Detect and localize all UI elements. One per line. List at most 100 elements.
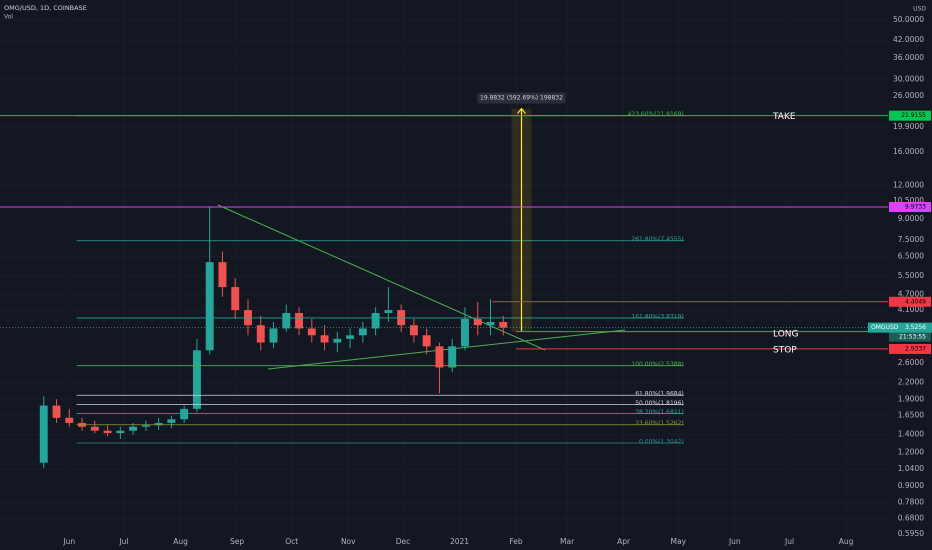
candle-body	[346, 335, 355, 339]
measure-arrowhead	[517, 107, 526, 115]
x-tick-label: Oct	[285, 537, 298, 546]
candle-body	[116, 430, 125, 434]
chart-title: OMG/USD, 1D, COINBASE	[4, 4, 87, 12]
candle-body	[65, 417, 74, 423]
y-tick-label: 10.5000	[893, 196, 924, 205]
price-label-bg	[889, 343, 931, 354]
current-price-value: 3.5256	[905, 324, 926, 331]
x-tick-label: Feb	[509, 537, 523, 546]
fib-label: 161.80%(3.8319)	[631, 313, 683, 320]
x-tick-label: Dec	[396, 537, 411, 546]
fib-label: 423.60%(21.9169)	[628, 111, 684, 118]
y-tick-label: 36.0000	[893, 53, 924, 62]
price-label: 9.9733	[905, 203, 926, 210]
candle-body	[371, 312, 380, 329]
candle-body	[218, 262, 227, 288]
y-tick-label: 0.7800	[898, 498, 924, 507]
fib-label: 50.00%(1.8196)	[635, 400, 684, 407]
unit-label: USD	[913, 6, 926, 13]
x-tick-label: Nov	[341, 537, 356, 546]
y-tick-label: 1.0400	[898, 464, 924, 473]
y-tick-label: 7.5000	[898, 235, 924, 244]
candle-body	[295, 312, 303, 329]
price-label-bg	[889, 201, 931, 212]
candle-body	[499, 322, 508, 328]
y-tick-label: 0.5950	[898, 529, 924, 538]
x-tick-label: Jun	[62, 537, 75, 546]
marks	[39, 207, 508, 469]
candle-body	[167, 419, 176, 423]
price-label-bg	[889, 296, 931, 307]
y-tick-label: 1.4000	[898, 430, 924, 439]
y-tick-label: 26.0000	[893, 91, 924, 100]
candle-body	[52, 405, 61, 418]
y-tick-label: 5.5000	[898, 271, 924, 280]
y-tick-label: 4.7000	[898, 289, 924, 298]
x-tick-label: Sep	[230, 537, 244, 546]
y-tick-label: 16.0000	[893, 147, 924, 156]
candle-body	[435, 346, 444, 368]
y-tick-label: 1.6500	[898, 411, 924, 420]
x-tick-label: May	[671, 537, 687, 546]
candle-body	[486, 322, 495, 326]
fib-label: 100.00%(2.5388)	[631, 361, 683, 368]
y-tick-label: 6.5000	[898, 252, 924, 261]
x-tick-label: Aug	[173, 537, 188, 546]
trendline	[267, 329, 626, 370]
candle-body	[409, 325, 418, 336]
candle-body	[384, 310, 393, 313]
x-tick-label: Aug	[839, 537, 854, 546]
candle-body	[90, 426, 99, 431]
candle-body	[448, 346, 457, 368]
y-tick-label: 50.0000	[893, 15, 924, 24]
countdown-bg	[889, 332, 931, 342]
annotation: STOP	[773, 345, 797, 355]
measure-label: 19.8832 (592.69%) 198832	[480, 95, 563, 102]
candle-body	[320, 335, 329, 343]
annotation: TAKE	[772, 112, 796, 122]
candle-body	[129, 426, 138, 431]
y-tick-label: 0.6800	[898, 514, 924, 523]
candle-body	[231, 287, 240, 311]
volume-label: Vol	[4, 14, 13, 21]
candle-body	[282, 312, 291, 329]
x-tick-label: Mar	[560, 537, 575, 546]
y-tick-label: 1.9000	[898, 394, 924, 403]
candle-body	[154, 422, 163, 426]
y-tick-label: 2.6000	[898, 358, 924, 367]
price-label-bg	[889, 110, 931, 121]
price-label: 4.4049	[905, 298, 926, 305]
candle-body	[141, 425, 150, 427]
candle-body	[205, 262, 214, 351]
price-label: 21.9155	[901, 112, 926, 119]
candle-body	[307, 328, 316, 336]
candle-body	[333, 338, 342, 343]
x-tick-label: 2021	[450, 537, 469, 546]
candle-body	[422, 335, 431, 347]
y-tick-label: 0.9000	[898, 481, 924, 490]
fib-label: 23.60%(1.5262)	[635, 420, 684, 427]
candle-body	[39, 405, 48, 463]
y-tick-label: 30.0000	[893, 74, 924, 83]
price-label: 2.9337	[905, 345, 926, 352]
annotation: LONG	[773, 329, 799, 339]
current-price-bg	[868, 322, 932, 333]
measure-label-bg	[477, 92, 566, 104]
x-tick-label: Jul	[118, 537, 128, 546]
y-tick-label: 1.2000	[898, 448, 924, 457]
fib-label: 261.80%(7.4555)	[631, 236, 683, 243]
countdown: 21:53:55	[899, 334, 926, 341]
x-tick-label: Jun	[728, 537, 741, 546]
y-tick-label: 19.9000	[893, 122, 924, 131]
candle-body	[461, 318, 469, 347]
x-tick-label: Jul	[784, 537, 794, 546]
fib-label: 61.80%(1.9684)	[635, 391, 684, 398]
x-tick-label: Apr	[617, 537, 631, 546]
candle-body	[473, 318, 482, 326]
candle-body	[269, 328, 278, 343]
candle-body	[103, 430, 112, 434]
y-tick-label: 42.0000	[893, 35, 924, 44]
